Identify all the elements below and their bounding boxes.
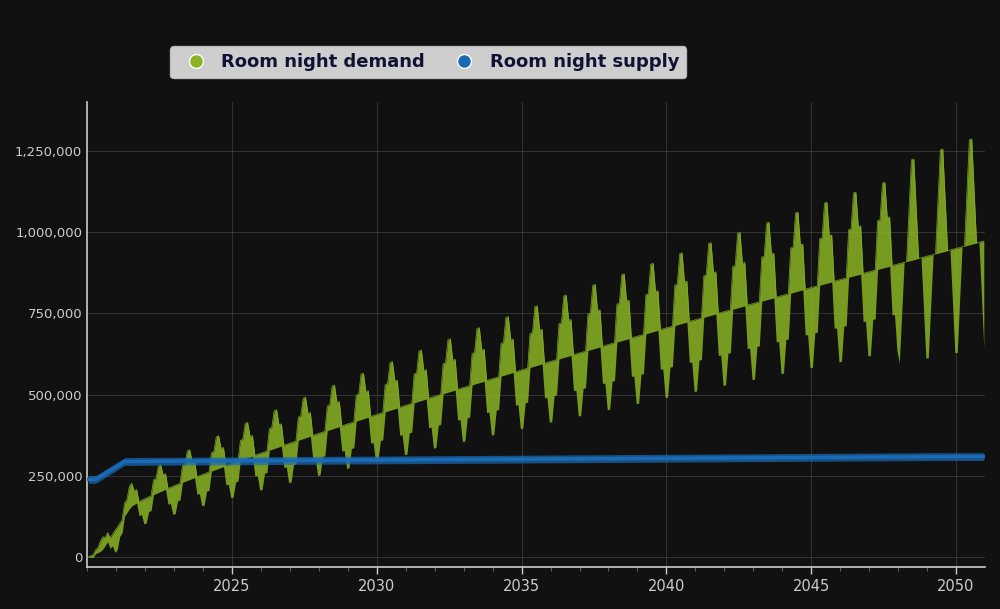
- Legend: Room night demand, Room night supply: Room night demand, Room night supply: [170, 46, 686, 79]
